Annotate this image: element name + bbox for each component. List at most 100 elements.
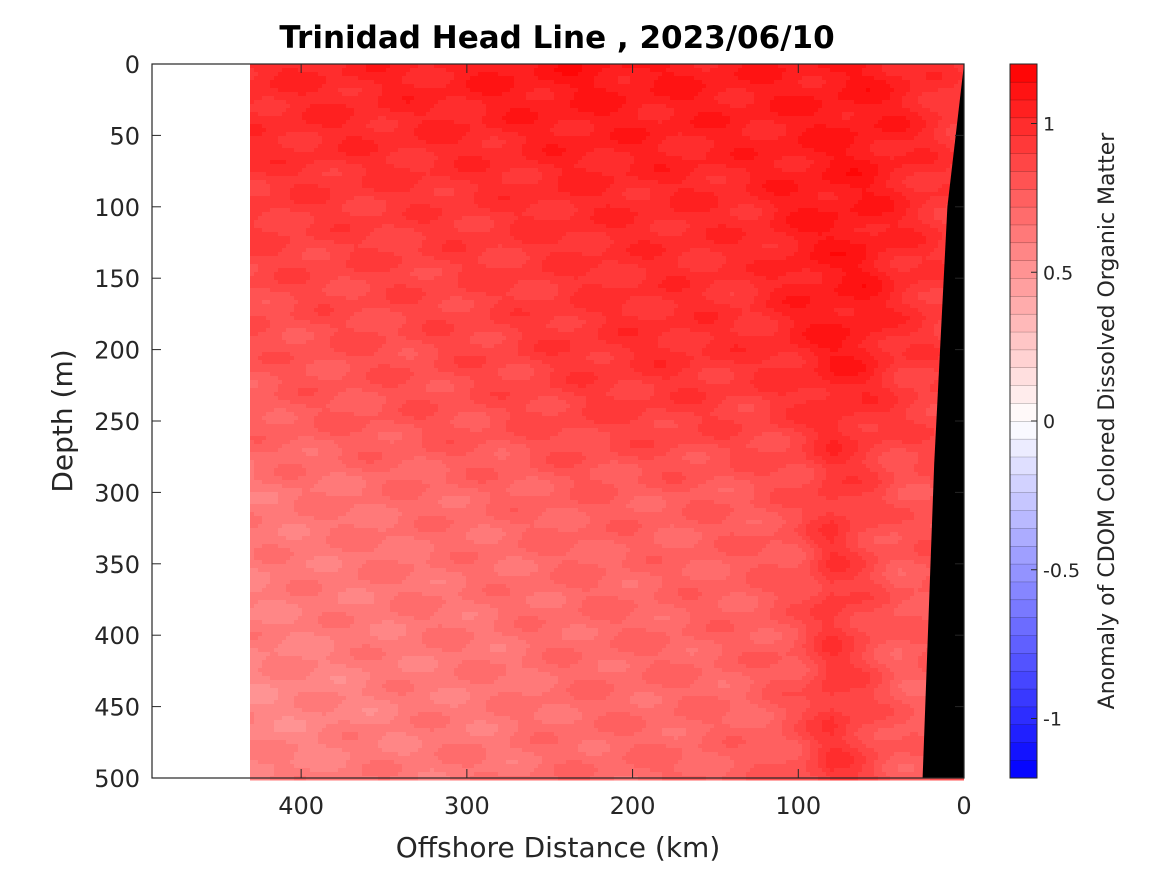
field-cell xyxy=(874,68,879,73)
field-cell xyxy=(730,88,735,93)
field-cell xyxy=(670,120,675,125)
field-cell xyxy=(306,104,311,109)
field-cell xyxy=(734,96,739,101)
field-cell xyxy=(562,68,567,73)
field-cell xyxy=(542,124,547,129)
field-cell xyxy=(582,92,587,97)
field-cell xyxy=(590,80,595,85)
field-cell xyxy=(858,84,863,89)
field-cell xyxy=(382,84,387,89)
field-cell xyxy=(446,112,451,117)
field-cell xyxy=(822,92,827,97)
field-cell xyxy=(850,76,855,81)
field-cell xyxy=(582,116,587,121)
field-cell xyxy=(522,108,527,113)
field-cell xyxy=(762,64,767,69)
field-cell xyxy=(302,76,307,81)
field-cell xyxy=(270,128,275,133)
field-cell xyxy=(270,116,275,121)
field-cell xyxy=(698,104,703,109)
field-cell xyxy=(442,80,447,85)
field-cell xyxy=(958,76,963,81)
field-cell xyxy=(798,84,803,89)
field-cell xyxy=(622,92,627,97)
field-cell xyxy=(778,100,783,105)
field-cell xyxy=(434,80,439,85)
field-cell xyxy=(646,92,651,97)
field-cell xyxy=(550,80,555,85)
field-cell xyxy=(942,100,947,105)
field-cell xyxy=(326,116,331,121)
field-cell xyxy=(742,116,747,121)
field-cell xyxy=(378,104,383,109)
field-cell xyxy=(550,92,555,97)
field-cell xyxy=(330,92,335,97)
field-cell xyxy=(374,112,379,117)
field-cell xyxy=(370,76,375,81)
field-cell xyxy=(586,124,591,129)
field-cell xyxy=(526,100,531,105)
field-cell xyxy=(342,64,347,69)
field-cell xyxy=(686,104,691,109)
field-cell xyxy=(446,72,451,77)
field-cell xyxy=(530,120,535,125)
field-cell xyxy=(410,100,415,105)
field-cell xyxy=(278,84,283,89)
field-cell xyxy=(490,128,495,133)
field-cell xyxy=(870,80,875,85)
field-cell xyxy=(938,76,943,81)
field-cell xyxy=(834,128,839,133)
field-cell xyxy=(354,124,359,129)
field-cell xyxy=(794,108,799,113)
field-cell xyxy=(946,68,951,73)
field-cell xyxy=(734,76,739,81)
field-cell xyxy=(510,124,515,129)
field-cell xyxy=(314,68,319,73)
field-cell xyxy=(926,96,931,101)
field-cell xyxy=(326,96,331,101)
field-cell xyxy=(422,92,427,97)
field-cell xyxy=(674,116,679,121)
field-cell xyxy=(842,100,847,105)
field-cell xyxy=(422,80,427,85)
field-cell xyxy=(670,76,675,81)
field-cell xyxy=(490,68,495,73)
field-cell xyxy=(362,108,367,113)
field-cell xyxy=(318,92,323,97)
field-cell xyxy=(514,116,519,121)
field-cell xyxy=(846,104,851,109)
field-cell xyxy=(310,124,315,129)
field-cell xyxy=(438,80,443,85)
field-cell xyxy=(930,84,935,89)
field-cell xyxy=(790,88,795,93)
field-cell xyxy=(410,108,415,113)
field-cell xyxy=(734,124,739,129)
field-cell xyxy=(934,124,939,129)
field-cell xyxy=(878,112,883,117)
field-cell xyxy=(498,68,503,73)
field-cell xyxy=(918,108,923,113)
field-cell xyxy=(670,92,675,97)
field-cell xyxy=(646,108,651,113)
field-cell xyxy=(770,120,775,125)
field-cell xyxy=(342,112,347,117)
field-cell xyxy=(422,88,427,93)
field-cell xyxy=(574,104,579,109)
field-cell xyxy=(426,96,431,101)
field-cell xyxy=(454,112,459,117)
field-cell xyxy=(642,88,647,93)
field-cell xyxy=(470,124,475,129)
field-cell xyxy=(506,76,511,81)
field-cell xyxy=(322,80,327,85)
field-cell xyxy=(810,120,815,125)
field-cell xyxy=(522,120,527,125)
field-cell xyxy=(754,112,759,117)
field-cell xyxy=(258,64,263,69)
field-cell xyxy=(358,80,363,85)
field-cell xyxy=(570,88,575,93)
field-cell xyxy=(650,120,655,125)
field-cell xyxy=(310,104,315,109)
field-cell xyxy=(514,88,519,93)
field-cell xyxy=(382,100,387,105)
field-cell xyxy=(822,116,827,121)
